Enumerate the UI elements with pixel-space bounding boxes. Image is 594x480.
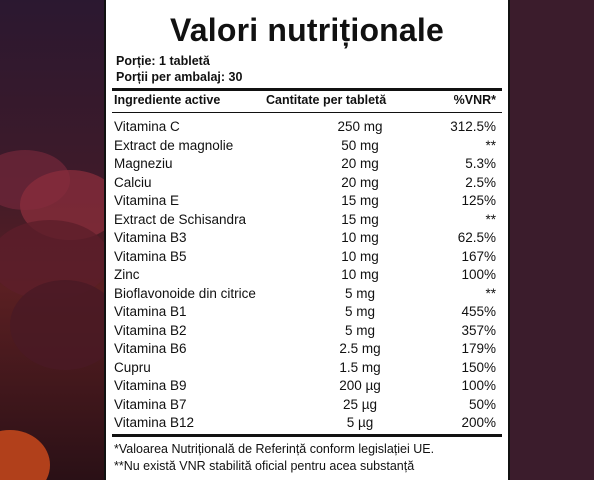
tree-foliage — [10, 280, 104, 370]
nutrient-vnr: 50% — [468, 396, 496, 412]
nutrient-name: Vitamina B1 — [114, 304, 187, 319]
header-bottom-rule — [112, 112, 502, 113]
footnote-no-vnr: **Nu există VNR stabilită oficial pentru… — [114, 459, 415, 473]
table-row: Extract de magnolie 50 mg ** — [114, 137, 500, 156]
nutrient-amount: 10 mg — [341, 267, 379, 282]
nutrient-name: Vitamina B5 — [114, 248, 187, 264]
table-row: Vitamina B12 5 µg 200% — [114, 414, 500, 433]
servings-per-pack: Porții per ambalaj: 30 — [116, 70, 243, 84]
nutrient-vnr: ** — [485, 211, 496, 227]
column-header-row: Ingrediente active Cantitate per tabletă… — [114, 92, 500, 110]
nutrient-vnr: ** — [485, 285, 496, 301]
nutrient-name: Magneziu — [114, 156, 173, 171]
nutrient-amount: 10 mg — [341, 230, 379, 245]
table-row: Vitamina B3 10 mg 62.5% — [114, 229, 500, 248]
nutrient-name: Vitamina B12 — [114, 415, 195, 430]
nutrient-vnr: ** — [485, 137, 496, 153]
column-vnr: %VNR* — [453, 93, 496, 107]
table-row: Vitamina B2 5 mg 357% — [114, 322, 500, 341]
nutrient-amount: 20 mg — [341, 174, 379, 190]
background-right — [510, 0, 594, 480]
nutrition-label: Valori nutriționale Porție: 1 tabletă Po… — [104, 0, 510, 480]
nutrient-name: Bioflavonoide din citrice — [114, 285, 256, 301]
nutrient-name: Extract de magnolie — [114, 137, 234, 153]
nutrient-name: Calciu — [114, 174, 152, 190]
nutrient-amount: 200 µg — [339, 378, 381, 393]
table-row: Calciu 20 mg 2.5% — [114, 174, 500, 193]
nutrient-vnr: 312.5% — [450, 119, 496, 134]
table-row: Bioflavonoide din citrice 5 mg ** — [114, 285, 500, 304]
nutrient-amount: 1.5 mg — [339, 359, 381, 375]
nutrient-name: Vitamina B7 — [114, 396, 187, 412]
nutrient-vnr: 62.5% — [457, 230, 496, 245]
nutrient-vnr: 5.3% — [465, 156, 496, 171]
nutrient-vnr: 179% — [461, 341, 496, 356]
nutrient-amount: 5 µg — [346, 415, 374, 430]
table-row: Vitamina B7 25 µg 50% — [114, 396, 500, 415]
nutrient-name: Vitamina E — [114, 193, 180, 208]
table-row: Extract de Schisandra 15 mg ** — [114, 211, 500, 230]
nutrient-vnr: 150% — [461, 359, 496, 375]
background-artwork-left — [0, 0, 104, 480]
column-ingredient: Ingrediente active — [114, 93, 221, 107]
table-row: Vitamina E 15 mg 125% — [114, 192, 500, 211]
serving-size: Porție: 1 tabletă — [116, 54, 210, 68]
header-top-rule — [112, 88, 502, 91]
table-row: Vitamina B5 10 mg 167% — [114, 248, 500, 267]
nutrient-name: Vitamina B6 — [114, 341, 187, 356]
nutrient-vnr: 125% — [461, 193, 496, 208]
table-row: Zinc 10 mg 100% — [114, 266, 500, 285]
nutrient-name: Vitamina C — [114, 119, 180, 134]
nutrient-amount: 250 mg — [337, 119, 383, 134]
nutrient-vnr: 200% — [461, 415, 496, 430]
nutrient-vnr: 100% — [461, 378, 496, 393]
nutrient-name: Vitamina B3 — [114, 230, 187, 245]
nutrient-vnr: 357% — [461, 322, 496, 338]
nutrient-amount: 2.5 mg — [339, 341, 381, 356]
nutrient-vnr: 167% — [461, 248, 496, 264]
nutrient-amount: 5 mg — [344, 285, 375, 301]
label-title: Valori nutriționale — [169, 12, 445, 48]
glow-shape — [0, 430, 50, 480]
table-row: Magneziu 20 mg 5.3% — [114, 155, 500, 174]
nutrient-amount: 50 mg — [341, 137, 379, 153]
table-row: Vitamina C 250 mg 312.5% — [114, 118, 500, 137]
nutrient-vnr: 2.5% — [465, 174, 496, 190]
nutrient-name: Extract de Schisandra — [114, 211, 247, 227]
nutrient-amount: 15 mg — [341, 211, 379, 227]
nutrient-amount: 25 µg — [342, 396, 378, 412]
nutrient-amount: 20 mg — [341, 156, 379, 171]
nutrient-amount: 5 mg — [344, 304, 375, 319]
table-row: Vitamina B1 5 mg 455% — [114, 303, 500, 322]
table-row: Cupru 1.5 mg 150% — [114, 359, 500, 378]
nutrient-table: Vitamina C 250 mg 312.5% Extract de magnol… — [114, 118, 500, 433]
nutrient-amount: 5 mg — [344, 322, 375, 338]
nutrient-amount: 10 mg — [341, 248, 379, 264]
nutrient-name: Cupru — [114, 359, 151, 375]
nutrient-vnr: 455% — [461, 304, 496, 319]
nutrient-vnr: 100% — [461, 267, 496, 282]
nutrient-amount: 15 mg — [341, 193, 379, 208]
nutrient-name: Vitamina B2 — [114, 322, 187, 338]
footnote-vnr: *Valoarea Nutrițională de Referință conf… — [114, 442, 435, 456]
table-row: Vitamina B9 200 µg 100% — [114, 377, 500, 396]
column-amount: Cantitate per tabletă — [266, 93, 387, 107]
table-row: Vitamina B6 2.5 mg 179% — [114, 340, 500, 359]
nutrient-name: Zinc — [114, 267, 140, 282]
nutrient-name: Vitamina B9 — [114, 378, 187, 393]
footnote-rule — [112, 434, 502, 437]
